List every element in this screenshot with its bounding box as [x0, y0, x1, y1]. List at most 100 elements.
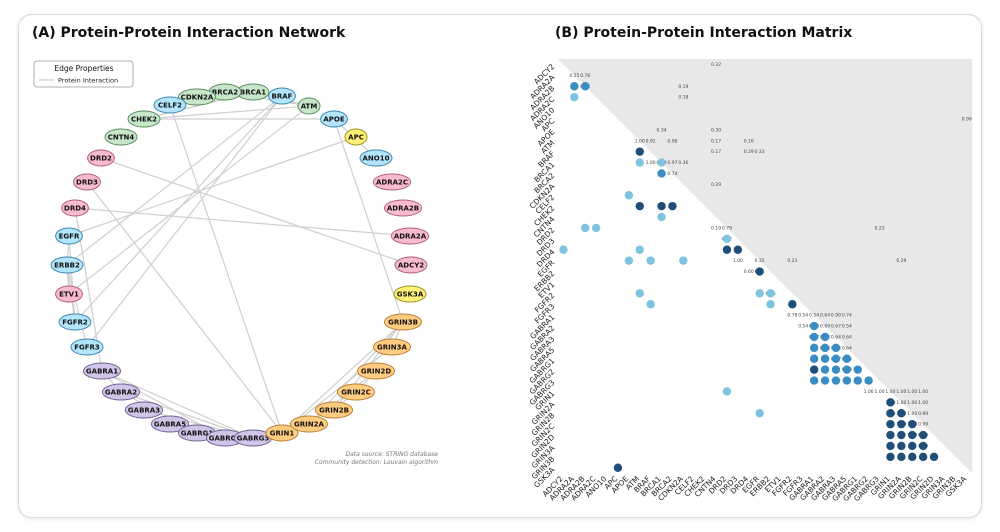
- node-label: ADCY2: [398, 262, 424, 270]
- value-label: 0.64: [842, 345, 852, 351]
- node-label: GABRG2: [209, 435, 242, 443]
- node-fgfr2[interactable]: FGFR2: [58, 313, 92, 331]
- matrix-cell-grin3a-grin2a: [897, 441, 906, 451]
- node-adcy2[interactable]: ADCY2: [394, 256, 428, 274]
- node-cntn4[interactable]: CNTN4: [104, 128, 138, 146]
- edge-drd3-grin1: [86, 181, 283, 434]
- matrix-cell-grin2a-grin1: [886, 398, 895, 407]
- matrix-cell-egfr-cdkn2a: [679, 256, 688, 265]
- node-braf[interactable]: BRAF: [268, 87, 296, 105]
- node-egfr[interactable]: EGFR: [55, 227, 83, 245]
- matrix-cell-drd3-drd2: [722, 234, 732, 244]
- node-grin2a[interactable]: GRIN2A: [289, 415, 329, 433]
- node-adra2b[interactable]: ADRA2B: [383, 199, 423, 217]
- value-label: 1.00: [907, 411, 917, 417]
- edge-egfr-fgfr2: [68, 235, 76, 323]
- legend-box: [33, 60, 134, 88]
- node-cdkn2a[interactable]: CDKN2A: [177, 88, 217, 106]
- edge-braf-fgfr3: [86, 95, 283, 348]
- node-shape: [314, 401, 354, 419]
- value-label: 0.98: [667, 138, 677, 144]
- matrix-cell-gabra3-gabra1: [809, 332, 819, 342]
- value-label: 0.99: [918, 422, 928, 428]
- value-label: 0.78: [787, 313, 797, 319]
- value-label: 0.30: [711, 127, 721, 133]
- matrix-cell-gabrg1-gabra1: [809, 354, 819, 363]
- matrix-cell-drd4-drd3: [733, 245, 743, 254]
- node-adra2c[interactable]: ADRA2C: [372, 173, 412, 191]
- matrix-cell-gabrg1-gabra2: [820, 354, 830, 363]
- matrix-cell-gabrg2-gabra5: [842, 365, 852, 374]
- node-grin2b[interactable]: GRIN2B: [314, 401, 354, 419]
- value-label: 0.33: [755, 149, 765, 155]
- node-label: EGFR: [59, 233, 80, 241]
- matrix-cell-brca1-brca1: [657, 158, 666, 167]
- node-label: GRIN2D: [361, 368, 391, 376]
- matrix-cell-gabrg3-gabra5: [842, 376, 852, 385]
- node-gabra5[interactable]: GABRA5: [150, 415, 190, 433]
- matrix-cell-gabra5-gabra1: [809, 343, 819, 353]
- node-atm[interactable]: ATM: [297, 97, 321, 115]
- node-label: ADRA2B: [387, 205, 419, 213]
- edge-celf2-grin1: [169, 104, 283, 434]
- matrix-cell-grin3a-grin1: [886, 441, 895, 451]
- matrix-cell-grin3b-grin2c: [918, 452, 928, 462]
- node-label: BRAF: [272, 93, 293, 101]
- node-label: FGFR2: [62, 319, 88, 327]
- node-shape: [383, 199, 423, 217]
- node-shape: [50, 256, 84, 274]
- node-label: FGFR3: [74, 344, 100, 352]
- value-label: 0.64: [831, 334, 841, 340]
- node-fgfr3[interactable]: FGFR3: [70, 338, 104, 356]
- node-brca1[interactable]: BRCA1: [236, 83, 270, 101]
- matrix-cell-grin2c-grin2a: [897, 419, 906, 429]
- node-label: GABRG3: [237, 435, 270, 443]
- node-drd3[interactable]: DRD3: [73, 173, 101, 191]
- node-grin2d[interactable]: GRIN2D: [356, 362, 396, 380]
- node-celf2[interactable]: CELF2: [153, 96, 187, 114]
- value-label: 0.29: [896, 258, 906, 264]
- node-label: ATM: [301, 103, 318, 111]
- value-label: 1.00: [907, 389, 917, 395]
- node-gabra3[interactable]: GABRA3: [124, 401, 164, 419]
- node-label: CDKN2A: [181, 94, 214, 102]
- node-shape: [150, 415, 190, 433]
- node-label: GRIN3A: [377, 344, 407, 352]
- matrix-cell-gabra5-gabra2: [820, 343, 830, 353]
- node-etv1[interactable]: ETV1: [55, 285, 83, 303]
- node-grin3b[interactable]: GRIN3B: [383, 313, 423, 331]
- node-label: GABRA2: [105, 389, 137, 397]
- node-gabra2[interactable]: GABRA2: [101, 383, 141, 401]
- node-chek2[interactable]: CHEK2: [127, 110, 161, 128]
- node-ano10[interactable]: ANO10: [359, 149, 393, 167]
- matrix-cells: [559, 82, 939, 472]
- node-drd2[interactable]: DRD2: [87, 149, 115, 167]
- node-label: DRD2: [90, 155, 112, 163]
- node-grin3a[interactable]: GRIN3A: [372, 338, 412, 356]
- node-grin2c[interactable]: GRIN2C: [336, 383, 376, 401]
- node-erbb2[interactable]: ERBB2: [50, 256, 84, 274]
- edge-drd2-adcy2: [100, 157, 412, 266]
- matrix-cell-gabrg1-gabra5: [842, 354, 852, 363]
- matrix-cell-gabra5-gabra3: [831, 343, 841, 353]
- node-drd4[interactable]: DRD4: [61, 199, 89, 217]
- value-label: 0.54: [809, 313, 819, 319]
- edge-chek2-atm: [143, 105, 310, 120]
- node-apoe[interactable]: APOE: [320, 110, 348, 128]
- network-nodes: ADCY2 ADRA2A ADRA2B ADRA2C ANO10 APC APOE ATM BR…: [50, 83, 430, 447]
- node-gsk3a[interactable]: GSK3A: [393, 285, 427, 303]
- matrix-cell-grin3a-grin2b: [908, 441, 917, 451]
- node-adra2a[interactable]: ADRA2A: [390, 227, 430, 245]
- value-label: 0.79: [722, 225, 732, 231]
- node-shape: [297, 97, 321, 115]
- matrix-cell-fgfr3-braf: [646, 300, 655, 309]
- node-shape: [393, 285, 427, 303]
- node-grin1[interactable]: GRIN1: [265, 424, 299, 442]
- node-shape: [289, 415, 329, 433]
- data-source-note: Data source: STRING database: [346, 451, 439, 458]
- value-label: 0.64: [842, 334, 852, 340]
- matrix-cell-grin3b-grin2b: [908, 452, 917, 462]
- matrix-cell-fgfr2-erbb2: [766, 289, 775, 298]
- node-gabra1[interactable]: GABRA1: [82, 362, 122, 380]
- node-apc[interactable]: APC: [344, 128, 368, 146]
